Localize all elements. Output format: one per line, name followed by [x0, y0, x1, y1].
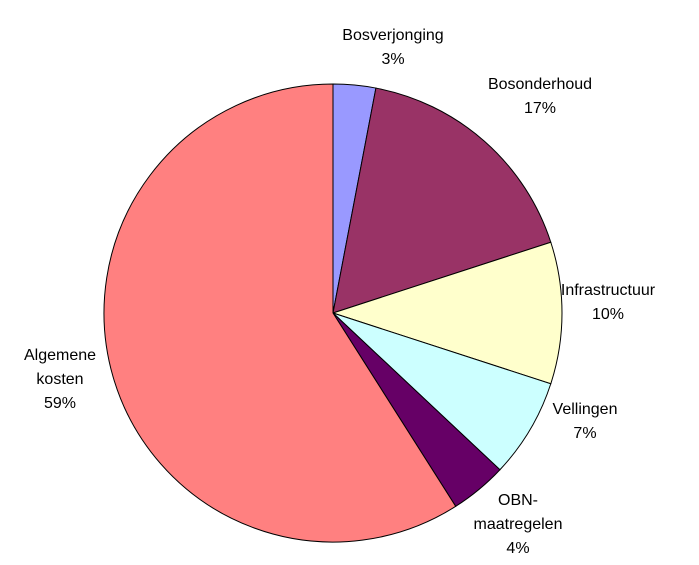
category-label: Algemene kosten [23, 347, 97, 388]
value-label: 59% [43, 395, 77, 412]
value-label: 10% [591, 306, 625, 323]
pie-slice [332, 87, 552, 314]
category-label: Vellingen [552, 401, 618, 418]
category-label: Bosonderhoud [487, 76, 593, 93]
value-label: 3% [381, 51, 405, 68]
value-label: 7% [573, 425, 597, 442]
pie-slice [103, 83, 457, 543]
slice-label: Bosonderhoud 17% [488, 73, 592, 121]
slice-label: Infrastructuur 10% [561, 279, 655, 327]
category-label: OBN- maatregelen [473, 492, 563, 533]
slice-label: Bosverjonging 3% [342, 24, 443, 72]
category-label: Bosverjonging [342, 27, 444, 44]
value-label: 17% [523, 100, 557, 117]
value-label: 4% [506, 540, 530, 557]
slice-label: Algemene kosten 59% [24, 344, 96, 416]
slice-label: OBN- maatregelen 4% [474, 489, 563, 561]
slice-label: Vellingen 7% [553, 398, 618, 446]
pie-slice [331, 241, 563, 385]
category-label: Infrastructuur [560, 282, 656, 299]
